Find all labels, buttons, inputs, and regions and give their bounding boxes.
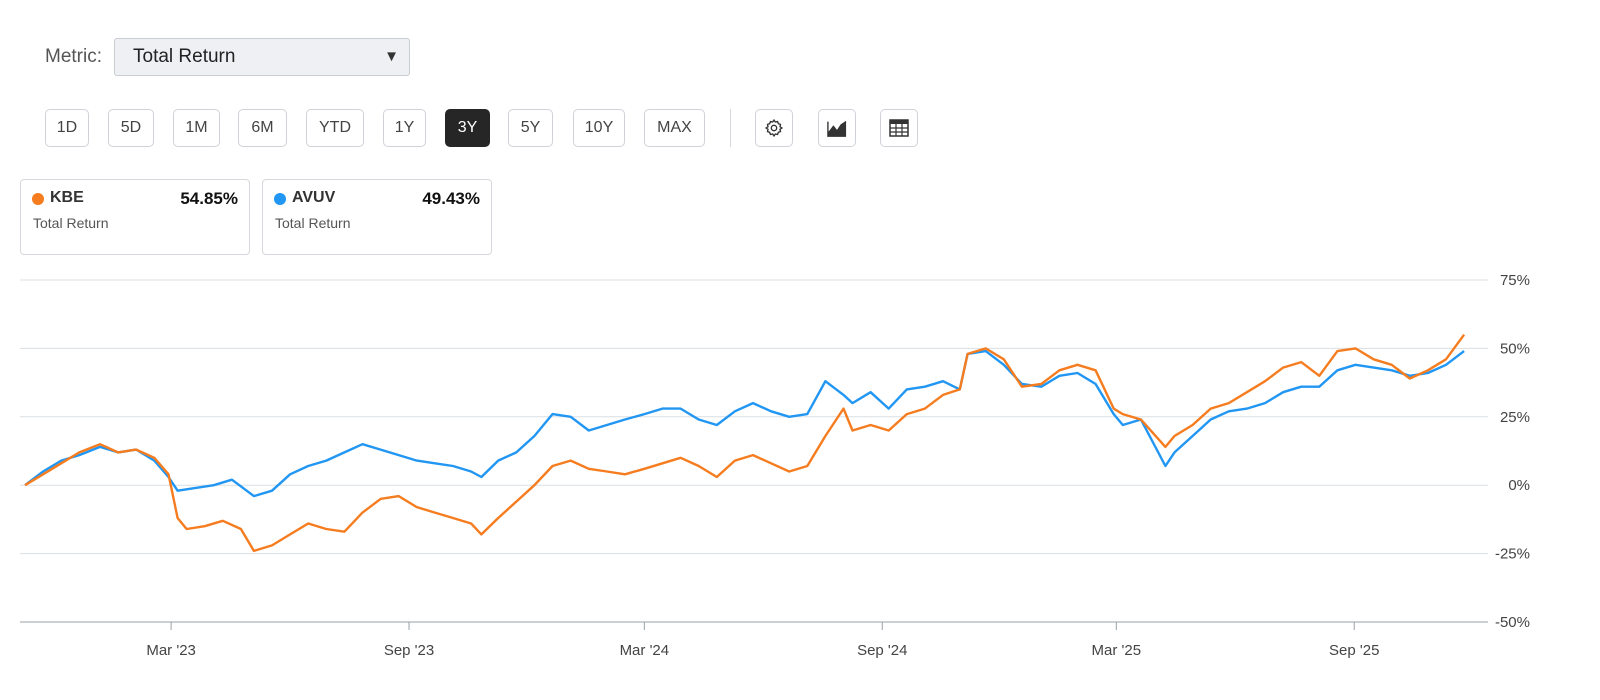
range-label: 1Y [394,119,415,136]
range-label: 6M [251,119,274,136]
series-color-dot [274,193,286,205]
range-button-6m[interactable]: 6M [238,109,287,147]
x-axis: Mar '23 Sep '23 Mar '24 Sep '24 Mar '25 Sep '… [146,622,1379,659]
range-button-1m[interactable]: 1M [173,109,220,147]
legend-card-kbe[interactable]: KBE 54.85% Total Return [20,179,250,255]
metric-label: Metric: [45,46,102,67]
gear-icon [764,118,784,138]
y-tick-label: 50% [1500,340,1530,357]
range-button-1y[interactable]: 1Y [383,109,426,147]
caret-down-icon: ▼ [384,48,399,65]
range-button-5d[interactable]: 5D [108,109,154,147]
chart-series [24,333,1466,553]
range-button-max[interactable]: MAX [644,109,705,147]
metric-selected-value: Total Return [133,46,236,67]
legend-metric: Total Return [33,215,109,231]
x-tick-label: Sep '23 [384,642,434,659]
x-tick-label: Sep '24 [857,642,907,659]
table-view-button[interactable] [880,109,918,147]
y-tick-label: 0% [1508,477,1530,494]
y-axis: 75% 50% 25% 0% -25% -50% [1495,272,1530,631]
table-icon [889,119,909,137]
toolbar-divider [730,109,731,147]
legend-value: 49.43% [422,189,480,208]
x-tick-label: Mar '23 [146,642,196,659]
range-label: 3Y [457,119,478,136]
mountain-chart-icon [827,120,847,137]
range-label: 1D [56,119,78,136]
legend-ticker: AVUV [292,189,336,206]
legend-ticker: KBE [50,189,84,206]
total-return-chart[interactable]: 75%50%25%0%-25%-50% Mar '23 Sep '23 Mar '2… [0,265,1600,685]
series-color-dot [32,193,44,205]
y-tick-label: 75% [1500,272,1530,289]
range-label: 5D [120,119,142,136]
chart-type-button[interactable] [818,109,856,147]
range-label: YTD [319,119,351,136]
range-label: 10Y [584,119,614,136]
range-label: 5Y [520,119,541,136]
legend-value: 54.85% [180,189,238,208]
range-button-5y[interactable]: 5Y [508,109,553,147]
legend-metric: Total Return [275,215,351,231]
x-tick-label: Mar '24 [620,642,670,659]
range-label: MAX [657,119,692,136]
x-tick-label: Sep '25 [1329,642,1379,659]
y-tick-label: -50% [1495,614,1530,631]
series-line-kbe [24,333,1466,553]
series-line-avuv [24,349,1465,498]
settings-button[interactable] [755,109,793,147]
range-button-10y[interactable]: 10Y [573,109,625,147]
range-label: 1M [185,119,208,136]
range-button-1d[interactable]: 1D [45,109,89,147]
metric-row: Metric: Total Return ▼ [45,36,410,78]
metric-select[interactable]: Total Return ▼ [114,38,410,76]
range-button-3y[interactable]: 3Y [445,109,490,147]
legend-card-avuv[interactable]: AVUV 49.43% Total Return [262,179,492,255]
x-tick-label: Mar '25 [1092,642,1142,659]
y-tick-label: 25% [1500,409,1530,426]
chart-grid [20,279,1488,623]
range-button-ytd[interactable]: YTD [306,109,364,147]
y-tick-label: -25% [1495,546,1530,563]
